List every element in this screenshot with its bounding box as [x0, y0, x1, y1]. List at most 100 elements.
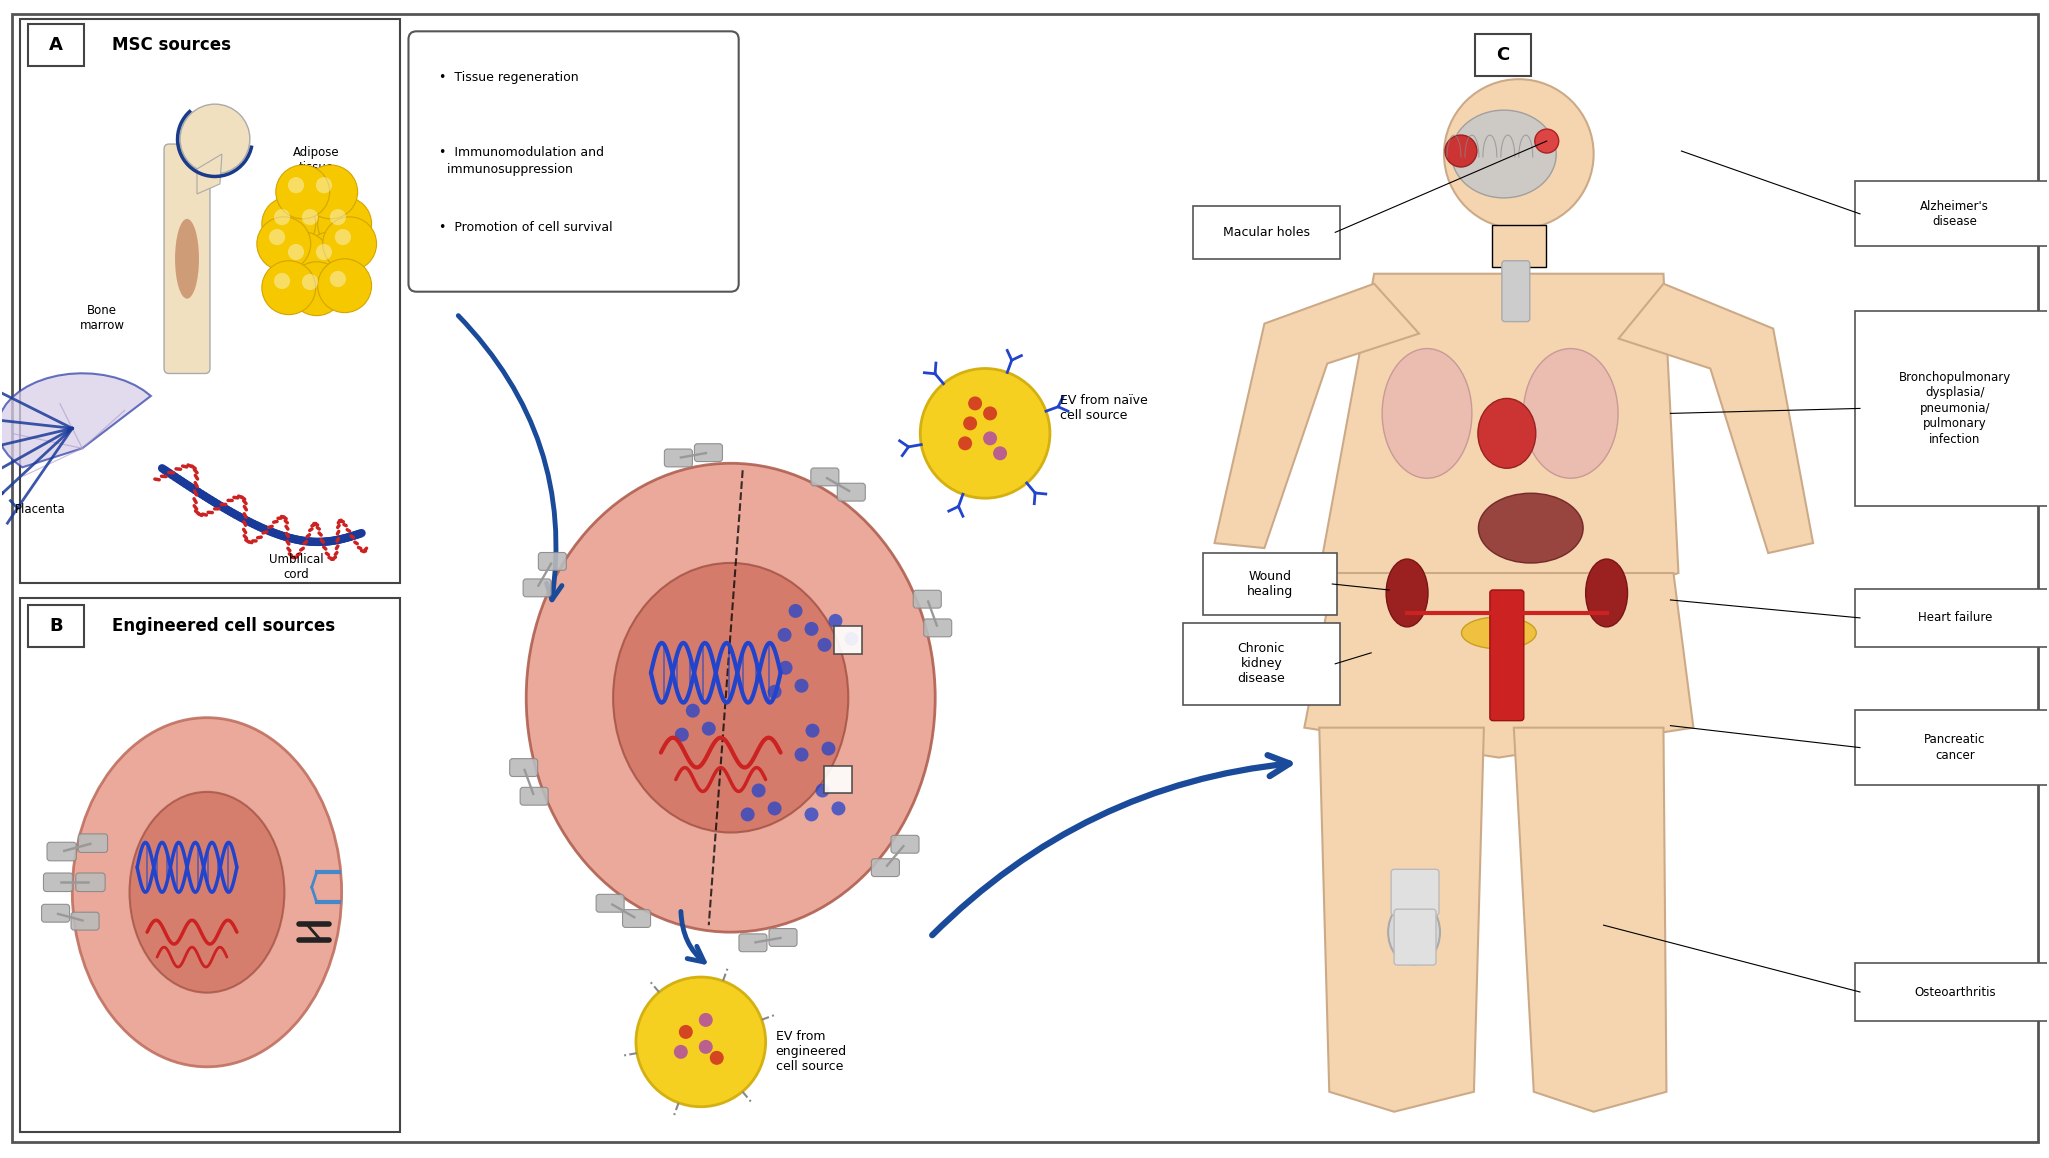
Circle shape [844, 632, 859, 646]
Ellipse shape [1461, 617, 1537, 648]
Polygon shape [0, 373, 152, 468]
Circle shape [303, 164, 359, 219]
Circle shape [635, 977, 766, 1107]
FancyBboxPatch shape [47, 842, 76, 860]
FancyBboxPatch shape [76, 873, 104, 892]
Ellipse shape [527, 463, 934, 932]
Text: Engineered cell sources: Engineered cell sources [113, 617, 336, 635]
Circle shape [818, 638, 832, 652]
Circle shape [828, 614, 842, 628]
Circle shape [330, 210, 346, 225]
FancyBboxPatch shape [1854, 963, 2049, 1021]
Text: B: B [49, 617, 64, 635]
Ellipse shape [1385, 559, 1428, 626]
Text: EV from
engineered
cell source: EV from engineered cell source [777, 1031, 846, 1073]
Circle shape [1445, 135, 1477, 167]
Polygon shape [1215, 284, 1420, 548]
Circle shape [795, 679, 809, 692]
Circle shape [330, 271, 346, 287]
Circle shape [277, 164, 330, 219]
Circle shape [699, 1040, 713, 1054]
Circle shape [316, 177, 332, 193]
Circle shape [789, 604, 803, 618]
FancyBboxPatch shape [768, 929, 797, 946]
Ellipse shape [1479, 493, 1584, 563]
Circle shape [816, 784, 830, 798]
Polygon shape [1320, 727, 1483, 1112]
Circle shape [289, 197, 344, 251]
Text: Osteoarthritis: Osteoarthritis [1914, 985, 1996, 998]
Polygon shape [197, 154, 221, 193]
FancyBboxPatch shape [1393, 909, 1436, 965]
FancyBboxPatch shape [1193, 206, 1340, 258]
Text: EV from naïve
cell source: EV from naïve cell source [1059, 395, 1147, 423]
Text: Bronchopulmonary
dysplasia/
pneumonia/
pulmonary
infection: Bronchopulmonary dysplasia/ pneumonia/ p… [1899, 371, 2010, 446]
FancyBboxPatch shape [740, 933, 766, 952]
FancyBboxPatch shape [510, 758, 537, 777]
FancyBboxPatch shape [164, 144, 209, 374]
FancyBboxPatch shape [664, 449, 693, 467]
FancyBboxPatch shape [924, 618, 951, 637]
Ellipse shape [1477, 398, 1537, 468]
Polygon shape [1619, 284, 1813, 554]
Text: •  Tissue regeneration: • Tissue regeneration [438, 72, 580, 85]
Text: Chronic
kidney
disease: Chronic kidney disease [1238, 643, 1285, 686]
FancyBboxPatch shape [1203, 554, 1338, 615]
Circle shape [701, 721, 715, 735]
FancyBboxPatch shape [20, 598, 400, 1131]
Circle shape [318, 197, 371, 251]
Circle shape [275, 273, 291, 290]
FancyBboxPatch shape [1475, 35, 1531, 76]
Ellipse shape [1383, 349, 1471, 478]
Circle shape [301, 210, 318, 225]
Text: Heart failure: Heart failure [1918, 611, 1992, 624]
FancyBboxPatch shape [834, 625, 863, 654]
FancyBboxPatch shape [72, 913, 98, 930]
FancyBboxPatch shape [520, 787, 549, 805]
FancyBboxPatch shape [78, 834, 107, 852]
Circle shape [289, 244, 303, 261]
Circle shape [1445, 79, 1594, 229]
Text: Wound
healing: Wound healing [1246, 570, 1293, 598]
Circle shape [959, 437, 971, 450]
Circle shape [678, 1025, 693, 1039]
Text: Alzheimer's
disease: Alzheimer's disease [1920, 199, 1990, 228]
FancyBboxPatch shape [623, 909, 652, 928]
FancyBboxPatch shape [695, 444, 723, 462]
FancyBboxPatch shape [522, 579, 551, 596]
FancyBboxPatch shape [1391, 870, 1438, 915]
Circle shape [301, 274, 318, 290]
FancyBboxPatch shape [29, 24, 84, 66]
Circle shape [334, 229, 350, 245]
FancyBboxPatch shape [29, 604, 84, 647]
Polygon shape [1514, 727, 1666, 1112]
FancyBboxPatch shape [596, 894, 625, 913]
FancyBboxPatch shape [1182, 623, 1340, 705]
Circle shape [994, 446, 1006, 460]
Ellipse shape [1586, 559, 1627, 626]
Text: MSC sources: MSC sources [113, 36, 232, 54]
Circle shape [289, 262, 344, 316]
FancyBboxPatch shape [12, 14, 2037, 1142]
Circle shape [268, 229, 285, 245]
Ellipse shape [174, 219, 199, 299]
Polygon shape [1320, 273, 1678, 633]
Circle shape [963, 417, 977, 431]
Text: Bone
marrow: Bone marrow [80, 303, 125, 331]
Circle shape [322, 217, 377, 271]
FancyBboxPatch shape [1490, 589, 1524, 720]
FancyBboxPatch shape [43, 873, 74, 892]
Ellipse shape [129, 792, 285, 992]
Ellipse shape [1451, 110, 1557, 198]
FancyBboxPatch shape [1854, 182, 2049, 247]
Circle shape [318, 258, 371, 313]
Circle shape [805, 724, 820, 738]
Circle shape [967, 396, 981, 410]
FancyBboxPatch shape [811, 468, 838, 486]
Text: Placenta: Placenta [14, 504, 66, 516]
Ellipse shape [1387, 900, 1440, 965]
Circle shape [984, 432, 998, 446]
FancyBboxPatch shape [1502, 261, 1531, 322]
Polygon shape [1305, 573, 1692, 757]
Circle shape [709, 1050, 723, 1065]
